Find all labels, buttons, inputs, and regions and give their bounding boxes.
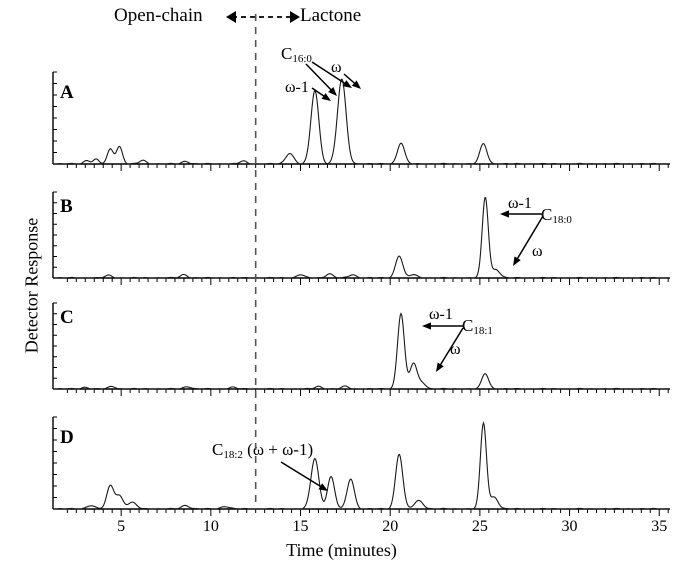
annotation-c-compound: C18:1 xyxy=(462,316,493,337)
x-tick-label: 25 xyxy=(472,518,488,535)
panel-a xyxy=(52,71,670,171)
annot-arrow-b-omega xyxy=(514,215,544,263)
header-arrow-left-head xyxy=(226,11,236,23)
annot-arrow-c-omega xyxy=(437,327,464,369)
annot-arrow-c-omega-minus-1-head xyxy=(422,322,431,330)
annot-arrow-a-compound-2-head xyxy=(342,80,352,88)
x-tick-label: 35 xyxy=(651,518,667,535)
annotation-b-omega-minus-1: ω-1 xyxy=(508,195,532,212)
x-tick-label: 20 xyxy=(382,518,398,535)
annotation-b-compound: C18:0 xyxy=(541,205,572,226)
trace-c xyxy=(53,312,670,390)
annot-arrow-a-compound-1-head xyxy=(328,87,337,96)
annot-arrow-b-omega-head xyxy=(513,256,521,266)
trace-a xyxy=(53,78,670,165)
annotation-c-compound-sub: 18:1 xyxy=(473,325,493,337)
annotation-c-omega: ω xyxy=(450,341,461,358)
annotation-a-compound: C16:0 xyxy=(281,44,312,65)
panel-d xyxy=(52,416,670,516)
annot-arrow-a-omega-head xyxy=(351,80,361,89)
annotation-d-compound-main: C xyxy=(212,440,224,459)
panel-label-c: C xyxy=(60,307,74,328)
annot-arrow-a-compound-2 xyxy=(311,61,350,87)
panel-label-b: B xyxy=(60,196,73,217)
x-tick-label: 30 xyxy=(562,518,578,535)
annot-arrow-c-omega-head xyxy=(436,362,444,372)
annot-arrow-b-omega-minus-1-head xyxy=(500,210,509,218)
annotation-b-compound-main: C xyxy=(541,205,553,224)
header-arrow-right-head xyxy=(290,11,300,23)
annotation-d-compound-sub: 18:2 xyxy=(223,449,243,461)
lactone-label: Lactone xyxy=(300,5,362,26)
panel-label-d: D xyxy=(60,427,74,448)
trace-d xyxy=(53,421,670,510)
panel-c xyxy=(52,302,670,396)
x-axis-title: Time (minutes) xyxy=(286,540,397,560)
annotation-a-omega-minus-1: ω-1 xyxy=(285,79,309,96)
annotation-a-omega: ω xyxy=(331,59,342,76)
annotation-a-compound-main: C xyxy=(281,44,293,63)
annotation-a-compound-sub: 16:0 xyxy=(292,53,312,65)
annot-arrow-a-compound-1 xyxy=(305,63,335,94)
annotation-d-compound: C18:2 (ω + ω-1) xyxy=(212,440,314,461)
annotation-b-omega: ω xyxy=(532,243,543,260)
annotation-c-compound-main: C xyxy=(462,316,474,335)
annot-arrow-d-compound xyxy=(280,461,325,490)
annot-arrow-d-compound-head xyxy=(318,483,328,491)
x-tick-label: 10 xyxy=(203,518,219,535)
annotation-c-omega-minus-1: ω-1 xyxy=(429,306,453,323)
panel-b xyxy=(52,191,670,285)
annot-arrow-a-omega-minus-1-head xyxy=(321,92,331,101)
panel-label-a: A xyxy=(60,82,74,103)
open-chain-label: Open-chain xyxy=(114,5,203,26)
x-tick-label: 5 xyxy=(117,518,125,535)
trace-b xyxy=(53,197,670,279)
x-tick-label: 15 xyxy=(293,518,309,535)
annotation-b-compound-sub: 18:0 xyxy=(552,214,572,226)
annotation-d-compound-tail: (ω + ω-1) xyxy=(247,440,314,459)
